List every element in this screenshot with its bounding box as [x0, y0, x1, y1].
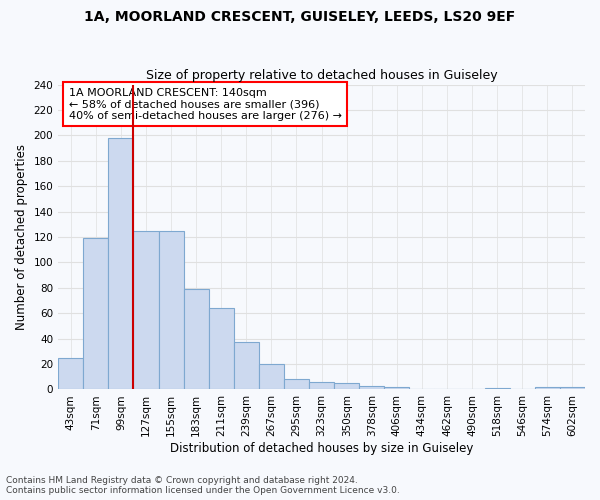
Bar — [133, 230, 158, 390]
Y-axis label: Number of detached properties: Number of detached properties — [15, 144, 28, 330]
Bar — [58, 358, 83, 390]
Text: 1A MOORLAND CRESCENT: 140sqm
← 58% of detached houses are smaller (396)
40% of s: 1A MOORLAND CRESCENT: 140sqm ← 58% of de… — [69, 88, 342, 121]
Bar — [485, 388, 510, 390]
X-axis label: Distribution of detached houses by size in Guiseley: Distribution of detached houses by size … — [170, 442, 473, 455]
Bar — [158, 230, 184, 390]
Bar — [109, 138, 133, 390]
Bar — [259, 364, 284, 390]
Bar — [309, 382, 334, 390]
Bar — [234, 342, 259, 390]
Text: Contains HM Land Registry data © Crown copyright and database right 2024.
Contai: Contains HM Land Registry data © Crown c… — [6, 476, 400, 495]
Bar — [184, 289, 209, 390]
Bar — [284, 380, 309, 390]
Bar — [535, 387, 560, 390]
Bar — [334, 383, 359, 390]
Bar — [209, 308, 234, 390]
Text: 1A, MOORLAND CRESCENT, GUISELEY, LEEDS, LS20 9EF: 1A, MOORLAND CRESCENT, GUISELEY, LEEDS, … — [85, 10, 515, 24]
Bar — [560, 387, 585, 390]
Bar — [83, 238, 109, 390]
Bar — [385, 387, 409, 390]
Bar — [359, 386, 385, 390]
Title: Size of property relative to detached houses in Guiseley: Size of property relative to detached ho… — [146, 69, 497, 82]
